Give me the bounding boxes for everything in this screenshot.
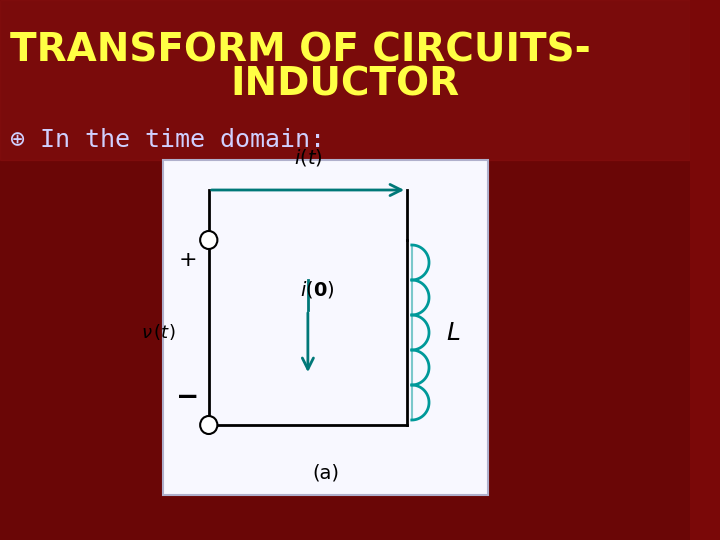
Circle shape [200, 416, 217, 434]
Text: $i(t)$: $i(t)$ [294, 147, 323, 168]
Text: $\nu\,(t)$: $\nu\,(t)$ [140, 322, 175, 342]
Bar [163, 160, 488, 495]
Bar [0, 0, 690, 160]
Text: INDUCTOR: INDUCTOR [230, 66, 459, 104]
Circle shape [200, 231, 217, 249]
Text: +: + [179, 250, 197, 270]
Text: $i(\mathbf{0})$: $i(\mathbf{0})$ [300, 280, 335, 300]
Text: TRANSFORM OF CIRCUITS-: TRANSFORM OF CIRCUITS- [9, 31, 590, 69]
Text: (a): (a) [312, 463, 339, 483]
Text: −: − [176, 383, 199, 411]
Text: $L$: $L$ [446, 321, 461, 345]
Text: ⊕ In the time domain:: ⊕ In the time domain: [9, 128, 325, 152]
